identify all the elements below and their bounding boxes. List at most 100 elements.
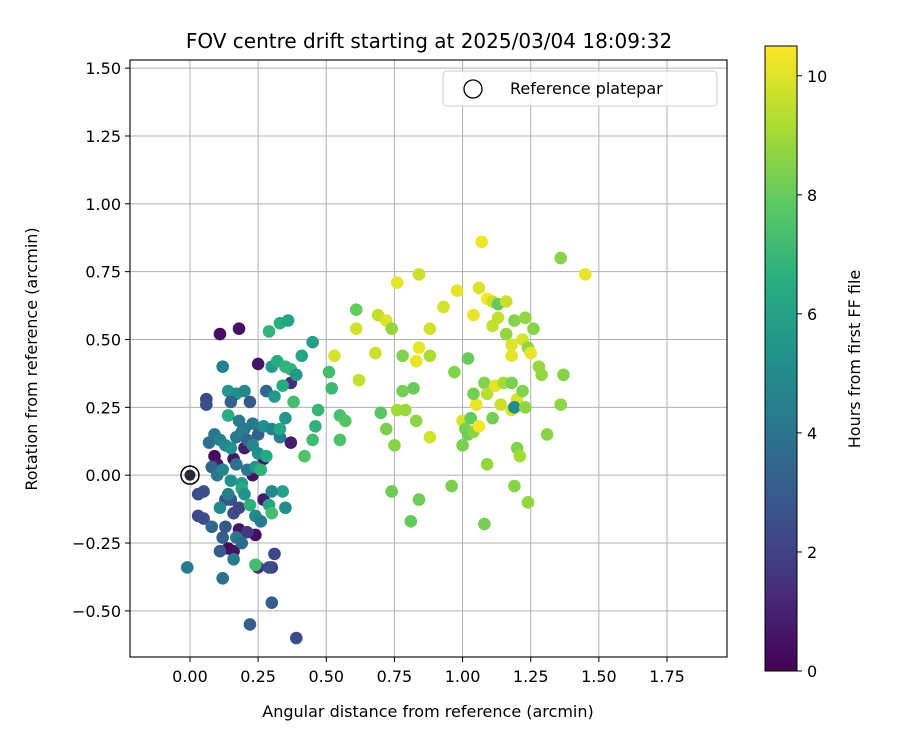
- scatter-point: [524, 346, 538, 360]
- y-axis-ticks: −0.50 −0.25 0.00 0.25 0.50 0.75 1.00 1.25 1.50: [72, 59, 130, 621]
- scatter-point: [475, 235, 488, 249]
- scatter-point: [349, 303, 363, 316]
- scatter-point: [311, 403, 325, 417]
- y-tick-label: 0.75: [85, 263, 121, 282]
- scatter-point: [388, 439, 401, 452]
- scatter-point: [499, 327, 513, 341]
- scatter-point: [508, 401, 521, 414]
- scatter-point: [448, 365, 461, 379]
- x-tick-label: 1.25: [513, 667, 549, 686]
- scatter-point: [224, 441, 238, 455]
- scatter-point: [412, 268, 426, 281]
- scatter-point: [260, 449, 273, 463]
- scatter-point: [352, 373, 366, 387]
- scatter-point: [246, 417, 259, 430]
- y-tick-label: 1.00: [85, 195, 121, 214]
- y-axis-label: Rotation from reference (arcmin): [22, 227, 41, 490]
- scatter-point: [407, 382, 420, 395]
- x-tick-label: 0.50: [308, 667, 344, 686]
- scatter-point: [325, 382, 339, 395]
- scatter-point: [254, 515, 268, 528]
- scatter-point: [295, 349, 309, 363]
- reference-platepar-marker: [180, 465, 200, 485]
- colorbar: 0 2 4 6 8 10 Hours from first FF file: [764, 45, 864, 681]
- colorbar-gradient: [764, 45, 798, 672]
- x-tick-label: 1.00: [445, 667, 481, 686]
- scatter-point: [554, 251, 568, 265]
- scatter-point: [521, 496, 535, 509]
- scatter-point: [578, 268, 592, 281]
- scatter-point: [464, 411, 478, 425]
- scatter-point: [219, 520, 232, 534]
- scatter-point: [262, 325, 276, 338]
- scatter-point: [276, 379, 289, 392]
- y-tick-label: 0.00: [85, 466, 121, 485]
- scatter-point: [390, 276, 404, 289]
- x-tick-label: 1.75: [649, 667, 685, 686]
- scatter-point: [235, 536, 249, 550]
- scatter-point: [379, 422, 393, 436]
- y-tick-label: 1.50: [85, 59, 121, 78]
- scatter-point: [221, 487, 235, 501]
- scatter-point: [213, 327, 227, 341]
- colorbar-tick-label: 2: [807, 543, 817, 562]
- scatter-point: [284, 436, 298, 449]
- scatter-point: [216, 531, 229, 544]
- scatter-point: [281, 314, 295, 327]
- scatter-point: [437, 300, 450, 314]
- y-tick-label: 0.50: [85, 331, 121, 350]
- y-tick-label: 0.25: [85, 398, 121, 417]
- scatter-point: [540, 428, 554, 441]
- scatter-point: [518, 311, 532, 325]
- colorbar-label: Hours from first FF file: [845, 270, 864, 449]
- scatter-points: [180, 235, 592, 645]
- scatter-point: [409, 354, 423, 368]
- scatter-point: [273, 422, 287, 436]
- scatter-point: [216, 360, 229, 373]
- scatter-point: [328, 349, 341, 363]
- scatter-point: [535, 368, 548, 382]
- scatter-point: [289, 631, 303, 645]
- scatter-point: [238, 487, 251, 501]
- scatter-point: [216, 572, 229, 585]
- scatter-point: [249, 558, 262, 572]
- scatter-point: [404, 515, 418, 528]
- scatter-point: [279, 411, 292, 425]
- x-axis-ticks: 0.00 0.25 0.50 0.75 1.00 1.25 1.50 1.75: [172, 657, 685, 686]
- colorbar-tick-label: 0: [807, 662, 817, 681]
- scatter-point: [289, 368, 303, 382]
- scatter-point: [516, 384, 529, 398]
- scatter-point: [339, 414, 352, 428]
- legend-marker-icon: [463, 79, 483, 99]
- scatter-point: [276, 485, 289, 498]
- scatter-point: [505, 349, 518, 363]
- colorbar-tick-label: 4: [807, 424, 817, 443]
- scatter-point: [243, 618, 257, 631]
- x-tick-label: 0.00: [172, 667, 208, 686]
- scatter-point: [306, 335, 319, 349]
- scatter-point: [268, 547, 281, 561]
- reference-point-fill: [184, 469, 196, 481]
- scatter-point: [374, 406, 388, 420]
- scatter-point: [467, 387, 480, 401]
- scatter-point: [213, 501, 227, 515]
- scatter-point: [396, 384, 409, 398]
- scatter-point: [221, 409, 235, 422]
- legend-label: Reference platepar: [510, 79, 663, 98]
- scatter-point: [251, 357, 265, 371]
- scatter-point: [205, 520, 219, 534]
- scatter-point: [262, 561, 276, 574]
- scatter-point: [478, 517, 491, 531]
- scatter-point: [385, 485, 398, 498]
- scatter-point: [499, 295, 513, 308]
- x-tick-label: 1.50: [581, 667, 617, 686]
- scatter-point: [409, 414, 423, 428]
- scatter-point: [197, 512, 210, 525]
- y-tick-label: 1.25: [85, 127, 121, 146]
- scatter-point: [227, 553, 240, 566]
- scatter-point: [423, 430, 437, 444]
- scatter-point: [254, 463, 268, 477]
- scatter-point: [445, 479, 458, 493]
- scatter-point: [287, 395, 300, 409]
